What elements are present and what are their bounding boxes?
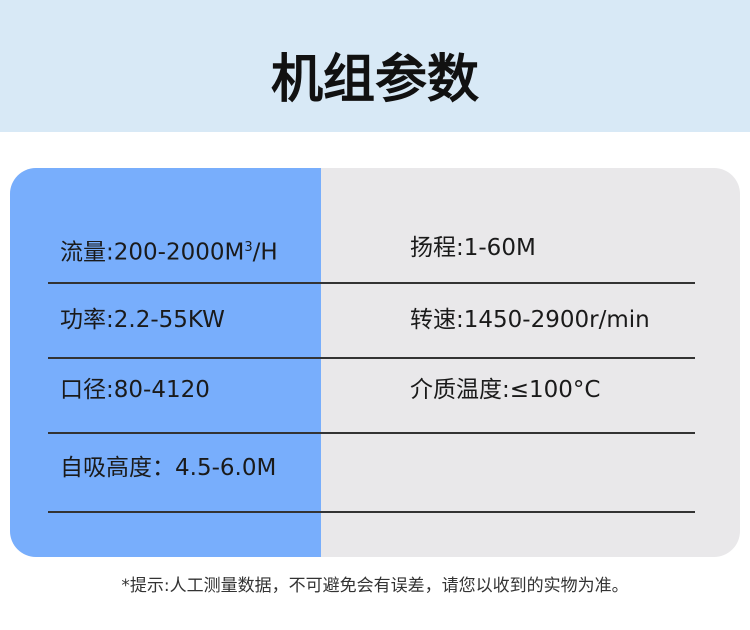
page-title: 机组参数 bbox=[270, 50, 479, 110]
row-divider bbox=[48, 282, 695, 284]
param-flow: 流量:200-2000M3/H bbox=[60, 233, 278, 268]
param-head: 扬程:1-60M bbox=[410, 235, 536, 261]
param-speed: 转速:1450-2900r/min bbox=[410, 307, 650, 333]
superscript: 3 bbox=[244, 240, 253, 255]
param-medium-temp: 介质温度:≤100°C bbox=[410, 377, 601, 403]
parameter-table: 流量:200-2000M3/H 扬程:1-60M 功率:2.2-55KW 转速:… bbox=[10, 168, 740, 557]
left-column-background bbox=[10, 168, 321, 557]
param-diameter: 口径:80-4120 bbox=[60, 377, 210, 403]
param-suffix: /H bbox=[252, 239, 278, 266]
param-suction-height: 自吸高度：4.5-6.0M bbox=[60, 455, 277, 481]
param-label: 流量:200-2000M bbox=[60, 239, 245, 266]
footer-note: *提示:人工测量数据，不可避免会有误差，请您以收到的实物为准。 bbox=[121, 576, 629, 596]
param-power: 功率:2.2-55KW bbox=[60, 307, 225, 333]
row-divider bbox=[48, 357, 695, 359]
row-divider bbox=[48, 511, 695, 513]
row-divider bbox=[48, 432, 695, 434]
header-band: 机组参数 bbox=[0, 0, 750, 132]
